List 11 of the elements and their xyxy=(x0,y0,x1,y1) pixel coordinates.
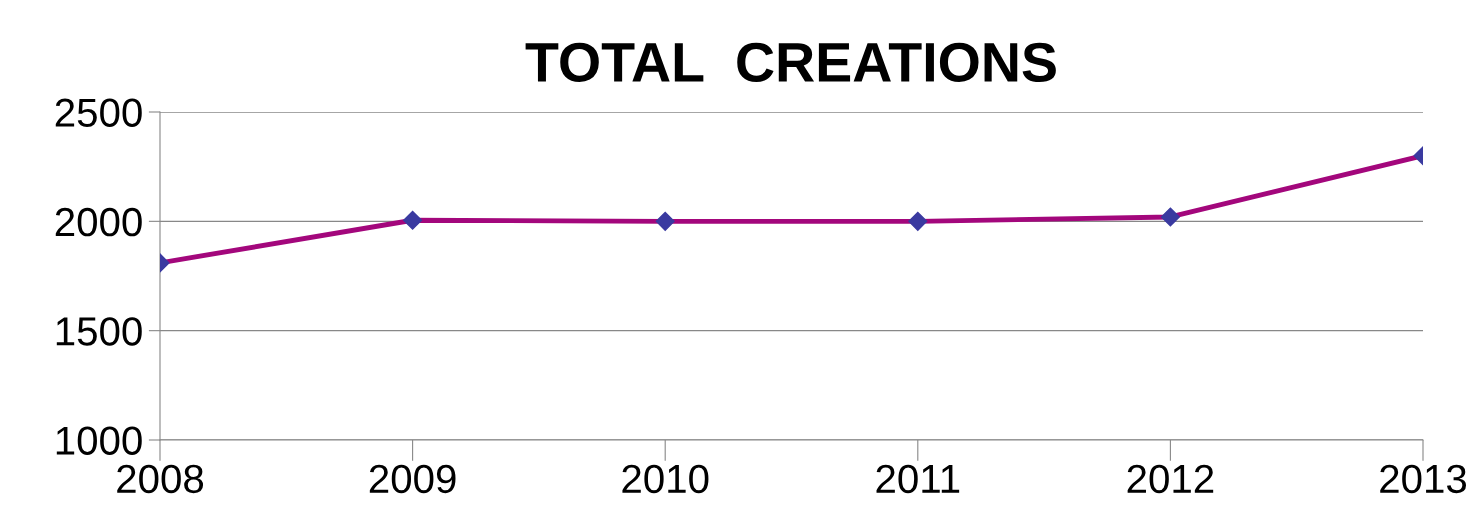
x-tick-label: 2009 xyxy=(369,464,456,494)
y-tick-label: 2500 xyxy=(55,98,142,127)
x-tick-label: 2010 xyxy=(622,464,709,494)
x-tick-label: 2008 xyxy=(117,464,204,494)
x-tick-label: 2013 xyxy=(1380,464,1467,494)
chart-title: TOTAL CREATIONS xyxy=(525,42,1056,82)
y-tick-label: 1500 xyxy=(56,317,142,346)
y-tick-label: 2000 xyxy=(55,207,142,237)
x-tick-label: 2012 xyxy=(1127,464,1214,494)
y-tick-label: 1000 xyxy=(56,426,142,455)
x-tick-label: 2011 xyxy=(876,464,960,494)
